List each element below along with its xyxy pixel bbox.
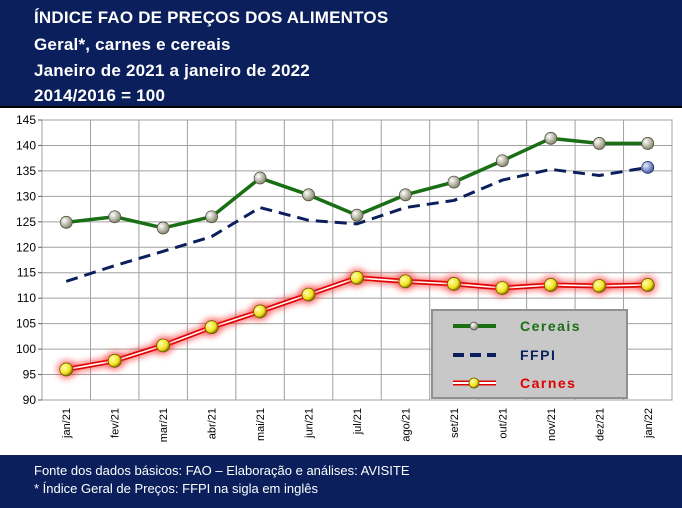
cereais-point xyxy=(205,210,219,224)
carnes-point xyxy=(543,278,558,292)
x-tick-label: ago/21 xyxy=(400,408,412,442)
y-tick-label: 100 xyxy=(16,342,36,356)
chart-subtitle-period: Janeiro de 2021 a janeiro de 2022 xyxy=(34,61,310,80)
cereais-point xyxy=(350,208,364,222)
line-chart: 90 95 100 105 110 115 120 125 130 135 140 145 jan/2… xyxy=(16,113,673,442)
y-tick-label: 130 xyxy=(16,189,36,203)
legend-carnes-label: Carnes xyxy=(520,375,576,391)
y-tick-label: 125 xyxy=(16,215,36,229)
y-tick-label: 115 xyxy=(17,266,36,280)
carnes-point xyxy=(301,287,316,302)
x-tick-label: out/21 xyxy=(497,408,509,439)
series-group xyxy=(56,131,658,380)
cereais-point xyxy=(592,137,606,150)
x-tick-label: dez/21 xyxy=(594,408,606,441)
carnes-point xyxy=(447,277,461,291)
y-tick-label: 120 xyxy=(16,240,36,254)
ffpi-last-point xyxy=(641,160,655,174)
cereais-point xyxy=(108,210,122,224)
x-tick-label: mai/21 xyxy=(255,408,267,441)
y-tick-label: 90 xyxy=(23,393,37,407)
x-tick-label: set/21 xyxy=(449,408,461,438)
carnes-point xyxy=(640,278,655,292)
cereais-point xyxy=(399,188,412,202)
chart-subtitle-base: 2014/2016 = 100 xyxy=(34,86,166,105)
x-tick-label: mar/21 xyxy=(158,408,170,442)
x-tick-label: jul/21 xyxy=(352,408,364,435)
chart-subtitle-series: Geral*, carnes e cereais xyxy=(34,35,231,54)
legend-cereais-label: Cereais xyxy=(520,318,581,334)
legend: Cereais FFPI Carnes xyxy=(431,309,628,399)
y-axis: 90 95 100 105 110 115 120 125 130 135 140 145 xyxy=(16,113,42,407)
y-tick-label: 140 xyxy=(16,138,36,152)
cereais-point xyxy=(302,188,315,202)
x-tick-label: nov/21 xyxy=(546,408,558,441)
x-tick-label: fev/21 xyxy=(110,408,122,438)
y-tick-label: 105 xyxy=(16,317,36,331)
carnes-point xyxy=(107,353,122,368)
x-tick-label: jan/21 xyxy=(61,408,73,439)
carnes-point xyxy=(592,279,607,293)
gridlines xyxy=(41,119,673,401)
cereais-point xyxy=(641,137,655,150)
x-tick-label: jun/21 xyxy=(304,408,316,439)
series-ffpi-line xyxy=(65,165,649,283)
y-tick-label: 95 xyxy=(23,368,37,382)
cereais-point xyxy=(544,131,558,145)
cereais-point xyxy=(253,171,267,185)
chart-footer: Fonte dos dados básicos: FAO – Elaboraçã… xyxy=(0,455,682,508)
cereais-point xyxy=(156,221,170,235)
legend-ffpi-label: FFPI xyxy=(520,347,556,363)
footer-source: Fonte dos dados básicos: FAO – Elaboraçã… xyxy=(34,463,410,478)
legend-cereais-marker xyxy=(469,321,479,331)
carnes-point xyxy=(59,362,74,377)
carnes-point xyxy=(156,338,171,353)
footer-note: * Índice Geral de Preços: FFPI na sigla … xyxy=(34,481,318,496)
y-tick-label: 135 xyxy=(16,164,36,178)
y-tick-label: 145 xyxy=(16,113,36,127)
cereais-point xyxy=(447,175,461,189)
carnes-point xyxy=(253,304,267,319)
carnes-point xyxy=(398,274,413,289)
legend-carnes-marker xyxy=(468,377,480,389)
cereais-point xyxy=(59,215,73,229)
chart-header: ÍNDICE FAO DE PREÇOS DOS ALIMENTOS Geral… xyxy=(0,0,682,108)
carnes-point xyxy=(495,281,510,295)
x-tick-label: jan/22 xyxy=(643,408,655,439)
carnes-point xyxy=(204,320,219,335)
cereais-point xyxy=(495,154,509,168)
carnes-point xyxy=(350,270,364,285)
y-tick-label: 110 xyxy=(17,291,36,305)
chart-title: ÍNDICE FAO DE PREÇOS DOS ALIMENTOS xyxy=(34,8,389,27)
x-axis: jan/21 fev/21 mar/21 abr/21 mai/21 jun/21 jul/… xyxy=(61,408,655,442)
x-tick-label: abr/21 xyxy=(207,408,219,439)
